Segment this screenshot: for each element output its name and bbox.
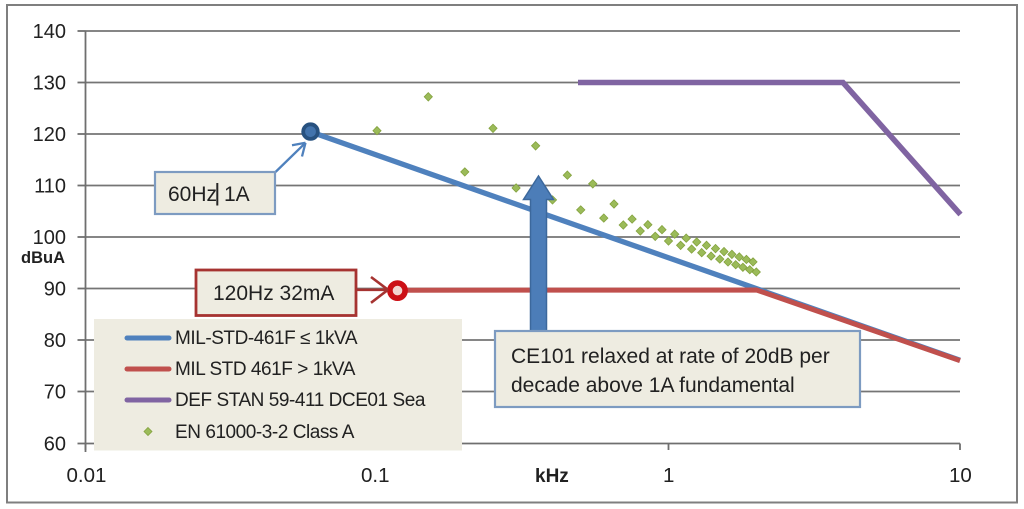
svg-text:110: 110 — [34, 176, 66, 198]
svg-text:0.01: 0.01 — [67, 464, 107, 487]
svg-text:EN 61000-3-2 Class A: EN 61000-3-2 Class A — [175, 422, 355, 443]
svg-text:70: 70 — [44, 382, 66, 404]
svg-text:dBuA: dBuA — [21, 249, 65, 267]
svg-text:60: 60 — [44, 434, 66, 456]
svg-text:130: 130 — [33, 73, 66, 95]
svg-text:100: 100 — [33, 227, 66, 249]
svg-text:CE101 relaxed at rate of 20dB: CE101 relaxed at rate of 20dB per — [511, 345, 830, 368]
svg-text:0.1: 0.1 — [361, 464, 390, 487]
svg-text:80: 80 — [44, 330, 66, 352]
svg-text:MIL STD 461F > 1kVA: MIL STD 461F > 1kVA — [175, 359, 356, 380]
svg-text:140: 140 — [33, 21, 66, 43]
svg-text:60Hz: 60Hz — [168, 183, 217, 206]
svg-text:kHz: kHz — [535, 466, 569, 487]
svg-text:90: 90 — [44, 279, 66, 301]
svg-text:120: 120 — [33, 124, 66, 146]
svg-text:1: 1 — [663, 464, 674, 487]
svg-text:10: 10 — [949, 464, 972, 487]
svg-text:1A: 1A — [224, 183, 250, 206]
svg-text:MIL-STD-461F ≤ 1kVA: MIL-STD-461F ≤ 1kVA — [175, 328, 358, 349]
svg-text:120Hz 32mA: 120Hz 32mA — [213, 282, 334, 305]
svg-text:decade above 1A fundamental: decade above 1A fundamental — [511, 374, 795, 397]
svg-text:DEF STAN 59-411 DCE01 Sea: DEF STAN 59-411 DCE01 Sea — [175, 390, 426, 411]
